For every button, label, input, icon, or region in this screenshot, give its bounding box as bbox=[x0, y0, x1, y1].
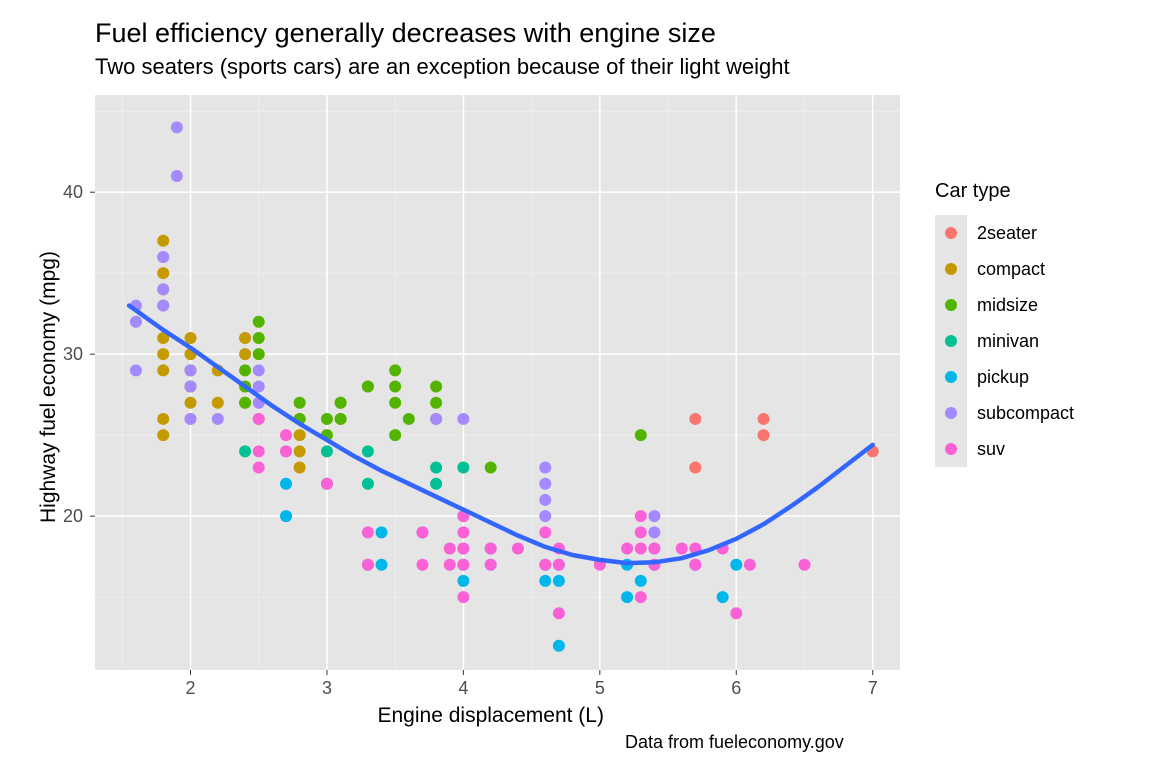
legend-label: minivan bbox=[977, 331, 1039, 352]
legend-item-2seater: 2seater bbox=[935, 218, 1135, 248]
svg-text:2: 2 bbox=[186, 678, 196, 698]
legend-label: subcompact bbox=[977, 403, 1074, 424]
legend-swatch-icon bbox=[945, 407, 957, 419]
legend-item-midsize: midsize bbox=[935, 290, 1135, 320]
legend-swatch-icon bbox=[945, 371, 957, 383]
legend-item-suv: suv bbox=[935, 434, 1135, 464]
legend-label: suv bbox=[977, 439, 1005, 460]
legend-item-minivan: minivan bbox=[935, 326, 1135, 356]
legend-item-compact: compact bbox=[935, 254, 1135, 284]
legend-title: Car type bbox=[935, 180, 1011, 203]
chart-caption: Data from fueleconomy.gov bbox=[625, 732, 844, 753]
legend-swatch-icon bbox=[945, 443, 957, 455]
svg-text:20: 20 bbox=[63, 506, 83, 526]
legend-swatch-icon bbox=[945, 227, 957, 239]
svg-text:6: 6 bbox=[731, 678, 741, 698]
y-axis-label: Highway fuel economy (mpg) bbox=[37, 251, 61, 523]
x-axis-label: Engine displacement (L) bbox=[378, 704, 604, 728]
legend-label: 2seater bbox=[977, 223, 1037, 244]
legend-swatch-icon bbox=[945, 263, 957, 275]
legend-swatch-icon bbox=[945, 299, 957, 311]
chart-container: Fuel efficiency generally decreases with… bbox=[0, 0, 1152, 768]
svg-text:5: 5 bbox=[595, 678, 605, 698]
legend-label: compact bbox=[977, 259, 1045, 280]
svg-text:7: 7 bbox=[868, 678, 878, 698]
svg-text:30: 30 bbox=[63, 344, 83, 364]
legend-item-subcompact: subcompact bbox=[935, 398, 1135, 428]
svg-text:3: 3 bbox=[322, 678, 332, 698]
legend-item-pickup: pickup bbox=[935, 362, 1135, 392]
legend-label: midsize bbox=[977, 295, 1038, 316]
svg-text:40: 40 bbox=[63, 182, 83, 202]
legend-swatch-icon bbox=[945, 335, 957, 347]
svg-text:4: 4 bbox=[458, 678, 468, 698]
legend-label: pickup bbox=[977, 367, 1029, 388]
